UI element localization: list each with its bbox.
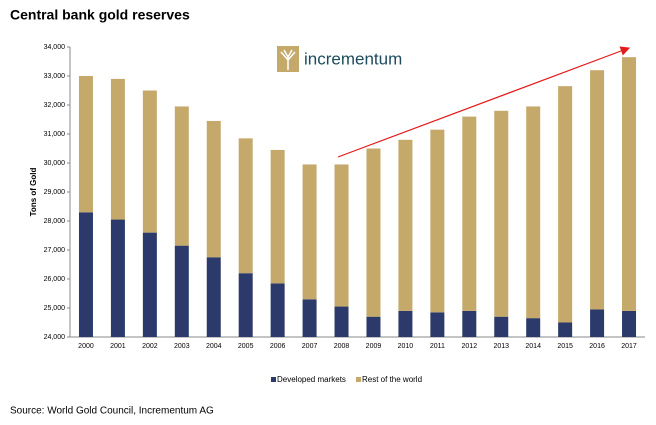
bar-segment <box>238 273 253 337</box>
y-tick-label: 26,000 <box>44 276 66 283</box>
bar-segment <box>78 76 93 213</box>
x-tick-label: 2014 <box>525 343 541 350</box>
bar-segment <box>558 86 573 323</box>
y-tick-label: 33,000 <box>44 73 66 80</box>
logo: incrementum <box>277 46 402 72</box>
y-tick-label: 28,000 <box>44 218 66 225</box>
y-tick-label: 24,000 <box>44 334 66 341</box>
legend-swatch <box>356 377 361 382</box>
bar-segment <box>398 310 413 337</box>
bar-segment <box>110 219 125 337</box>
bar-segment <box>142 90 157 233</box>
bar-segment <box>430 312 445 337</box>
bar-segment <box>494 110 509 317</box>
x-tick-label: 2005 <box>238 343 254 350</box>
bar-segment <box>494 316 509 337</box>
bar-segment <box>398 139 413 311</box>
bar-segment <box>334 164 349 307</box>
bar-segment <box>174 106 189 246</box>
trend-arrow <box>337 46 631 158</box>
bar-segment <box>334 306 349 337</box>
bar-segment <box>622 57 637 311</box>
bar-segment <box>238 138 253 274</box>
x-tick-label: 2006 <box>270 343 286 350</box>
bar-segment <box>366 316 381 337</box>
x-tick-label: 2002 <box>142 343 158 350</box>
y-tick-label: 25,000 <box>44 305 66 312</box>
y-tick-label: 34,000 <box>44 44 66 51</box>
bar-segment <box>526 106 541 319</box>
x-tick-label: 2003 <box>174 343 190 350</box>
y-tick-label: 30,000 <box>44 160 66 167</box>
x-tick-label: 2017 <box>621 343 637 350</box>
bar-segment <box>174 245 189 337</box>
x-tick-label: 2012 <box>462 343 478 350</box>
bar-segment <box>302 299 317 337</box>
x-tick-label: 2013 <box>493 343 509 350</box>
x-tick-label: 2008 <box>334 343 350 350</box>
legend-label: Rest of the world <box>362 375 422 384</box>
bar-segment <box>270 283 285 337</box>
x-tick-label: 2001 <box>110 343 126 350</box>
bar-segment <box>110 78 125 220</box>
y-tick-label: 29,000 <box>44 189 66 196</box>
x-tick-label: 2000 <box>78 343 94 350</box>
x-tick-label: 2010 <box>398 343 414 350</box>
bar-segment <box>462 310 477 337</box>
bar-segment <box>558 322 573 337</box>
bar-segment <box>142 232 157 337</box>
bar-segment <box>622 310 637 337</box>
source: Source: World Gold Council, Incrementum … <box>10 406 214 417</box>
x-tick-label: 2015 <box>557 343 573 350</box>
x-tick-label: 2016 <box>589 343 605 350</box>
y-tick-label: 32,000 <box>44 102 66 109</box>
bar-segment <box>590 70 605 310</box>
bar-segment <box>206 120 221 258</box>
logo-text: incrementum <box>304 49 402 68</box>
x-tick-label: 2011 <box>430 343 445 350</box>
legend-label: Developed markets <box>277 375 346 384</box>
bar-segment <box>462 116 477 311</box>
bar-segment <box>526 318 541 337</box>
bar-segment <box>270 149 285 284</box>
y-tick-label: 27,000 <box>44 247 66 254</box>
x-tick-label: 2009 <box>366 343 382 350</box>
y-axis-label: Tons of Gold <box>29 168 38 217</box>
bar-segment <box>430 129 445 313</box>
x-tick-label: 2004 <box>206 343 222 350</box>
bar-segment <box>78 212 93 337</box>
bar-segment <box>590 309 605 337</box>
x-tick-label: 2007 <box>302 343 318 350</box>
chart-title: Central bank gold reserves <box>10 7 190 23</box>
y-tick-label: 31,000 <box>44 131 66 138</box>
bar-segment <box>206 257 221 337</box>
legend-swatch <box>271 377 276 382</box>
bar-segment <box>302 164 317 300</box>
bar-segment <box>366 148 381 317</box>
